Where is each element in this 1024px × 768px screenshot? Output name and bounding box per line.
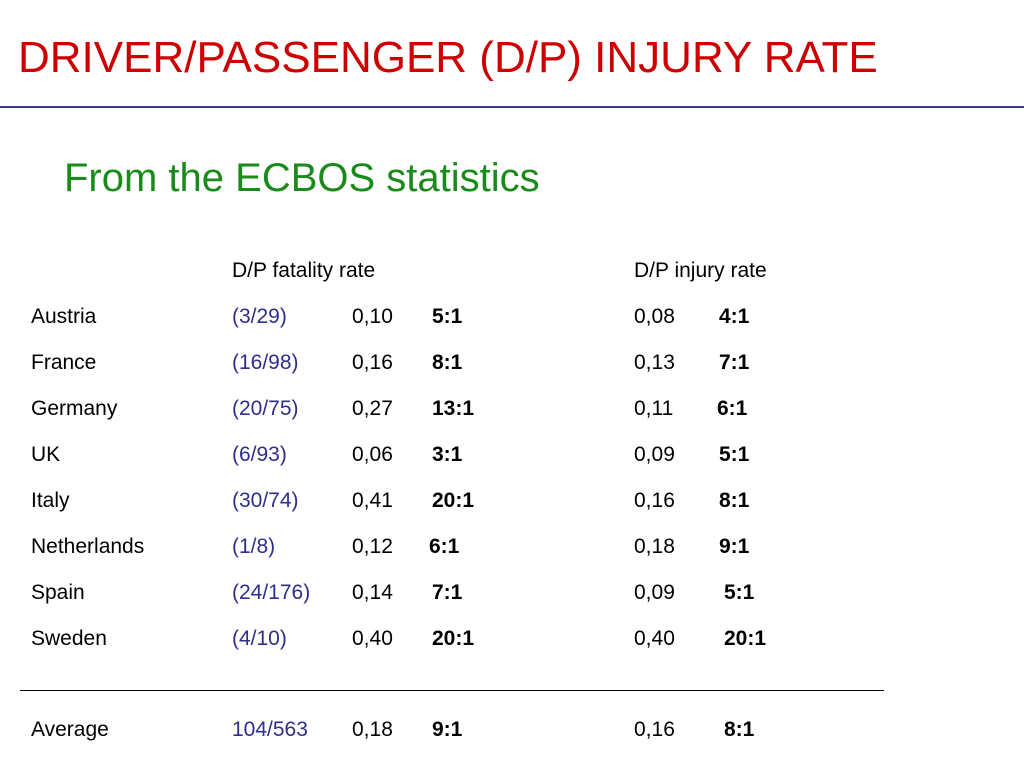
fatality-rate-value: 0,16 xyxy=(352,351,393,374)
country-name: Italy xyxy=(31,489,70,512)
country-name: Germany xyxy=(31,397,118,420)
injury-ratio: 7:1 xyxy=(719,351,750,374)
injury-rate-value: 0,16 xyxy=(634,489,675,512)
fatality-rate-value: 0,06 xyxy=(352,443,393,466)
injury-rate-value: 0,18 xyxy=(634,535,675,558)
header-fatality-rate: D/P fatality rate xyxy=(232,259,376,282)
fatality-fraction: (1/8) xyxy=(232,535,276,558)
country-name: Austria xyxy=(31,305,97,328)
average-fatality-ratio: 9:1 xyxy=(432,718,463,741)
injury-ratio: 4:1 xyxy=(719,305,750,328)
country-name: Spain xyxy=(31,581,85,604)
title-divider xyxy=(0,106,1024,108)
fatality-ratio: 5:1 xyxy=(432,305,463,328)
fatality-ratio: 6:1 xyxy=(429,535,460,558)
injury-rate-value: 0,40 xyxy=(634,627,675,650)
fatality-fraction: (24/176) xyxy=(232,581,311,604)
average-fatality-rate: 0,18 xyxy=(352,718,393,741)
average-injury-ratio: 8:1 xyxy=(724,718,755,741)
fatality-rate-value: 0,27 xyxy=(352,397,393,420)
injury-rate-value: 0,13 xyxy=(634,351,675,374)
fatality-ratio: 8:1 xyxy=(432,351,463,374)
slide-subtitle: From the ECBOS statistics xyxy=(64,156,540,200)
fatality-ratio: 7:1 xyxy=(432,581,463,604)
fatality-fraction: (4/10) xyxy=(232,627,287,650)
injury-rate-value: 0,08 xyxy=(634,305,675,328)
fatality-fraction: (16/98) xyxy=(232,351,299,374)
fatality-ratio: 20:1 xyxy=(432,489,475,512)
injury-ratio: 8:1 xyxy=(719,489,750,512)
injury-ratio: 5:1 xyxy=(719,443,750,466)
header-injury-rate: D/P injury rate xyxy=(634,259,767,282)
slide-title: DRIVER/PASSENGER (D/P) INJURY RATE xyxy=(18,33,878,82)
country-name: Sweden xyxy=(31,627,107,650)
fatality-ratio: 3:1 xyxy=(432,443,463,466)
fatality-rate-value: 0,40 xyxy=(352,627,393,650)
injury-ratio: 6:1 xyxy=(717,397,748,420)
injury-ratio: 20:1 xyxy=(724,627,767,650)
average-label: Average xyxy=(31,718,109,741)
country-name: France xyxy=(31,351,97,374)
fatality-ratio: 13:1 xyxy=(432,397,475,420)
country-name: Netherlands xyxy=(31,535,145,558)
fatality-rate-value: 0,12 xyxy=(352,535,393,558)
fatality-rate-value: 0,41 xyxy=(352,489,393,512)
average-injury-rate: 0,16 xyxy=(634,718,675,741)
fatality-fraction: (30/74) xyxy=(232,489,299,512)
injury-rate-value: 0,11 xyxy=(634,397,674,420)
injury-ratio: 9:1 xyxy=(719,535,750,558)
fatality-rate-value: 0,14 xyxy=(352,581,393,604)
injury-rate-value: 0,09 xyxy=(634,443,675,466)
fatality-fraction: (3/29) xyxy=(232,305,287,328)
fatality-fraction: (20/75) xyxy=(232,397,299,420)
fatality-fraction: (6/93) xyxy=(232,443,287,466)
country-name: UK xyxy=(31,443,61,466)
injury-rate-value: 0,09 xyxy=(634,581,675,604)
fatality-rate-value: 0,10 xyxy=(352,305,393,328)
table-divider xyxy=(20,690,884,691)
average-fraction: 104/563 xyxy=(232,718,308,741)
fatality-ratio: 20:1 xyxy=(432,627,475,650)
injury-ratio: 5:1 xyxy=(724,581,755,604)
